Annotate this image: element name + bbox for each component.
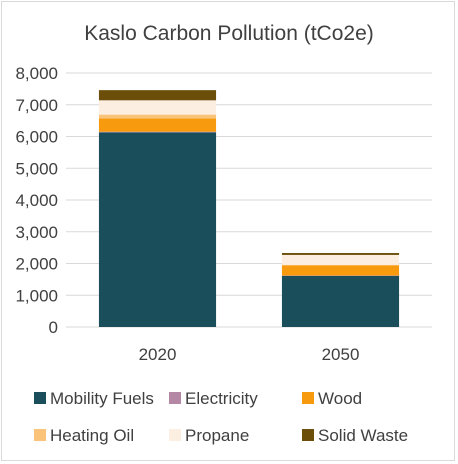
- y-tick-label: 8,000: [15, 64, 58, 83]
- bar-segment-wood: [98, 118, 217, 132]
- y-tick-label: 5,000: [15, 159, 58, 178]
- y-tick-label: 6,000: [15, 128, 58, 147]
- bar-segment-propane: [98, 100, 217, 115]
- legend-swatch: [169, 429, 181, 441]
- bar-segment-heating-oil: [281, 264, 400, 266]
- legend-label: Solid Waste: [318, 426, 408, 445]
- legend-swatch: [302, 392, 314, 404]
- bar-segment-solid-waste: [98, 90, 217, 101]
- legend-label: Wood: [318, 389, 362, 408]
- legend-swatch: [34, 392, 46, 404]
- bar-segment-mobility-fuels: [281, 275, 400, 327]
- y-tick-label: 2,000: [15, 255, 58, 274]
- bars: [98, 90, 400, 327]
- y-tick-label: 3,000: [15, 223, 58, 242]
- y-axis-tick-labels: 0 1,000 2,000 3,000 4,000 5,000 6,000 7,000 8,00…: [15, 64, 58, 337]
- legend: Mobility Fuels Electricity Wood Heating Oil…: [34, 389, 408, 445]
- bar-segment-mobility-fuels: [98, 132, 217, 327]
- legend-swatch: [34, 429, 46, 441]
- x-axis-tick-labels: 2020 2050: [139, 345, 360, 364]
- legend-swatch: [302, 429, 314, 441]
- bar-segment-electricity: [98, 131, 217, 133]
- legend-label: Electricity: [185, 389, 258, 408]
- bar-segment-solid-waste: [281, 253, 400, 255]
- bar-segment-wood: [281, 265, 400, 276]
- legend-label: Mobility Fuels: [50, 389, 154, 408]
- y-tick-label: 7,000: [15, 96, 58, 115]
- bar-segment-propane: [281, 254, 400, 265]
- legend-label: Propane: [185, 426, 249, 445]
- legend-swatch: [169, 392, 181, 404]
- bar-segment-heating-oil: [98, 114, 217, 119]
- y-tick-label: 1,000: [15, 286, 58, 305]
- legend-label: Heating Oil: [50, 426, 134, 445]
- x-tick-label: 2050: [322, 345, 360, 364]
- y-tick-label: 0: [49, 318, 58, 337]
- y-tick-label: 4,000: [15, 191, 58, 210]
- x-tick-label: 2020: [139, 345, 177, 364]
- chart-title: Kaslo Carbon Pollution (tCo2e): [84, 22, 374, 45]
